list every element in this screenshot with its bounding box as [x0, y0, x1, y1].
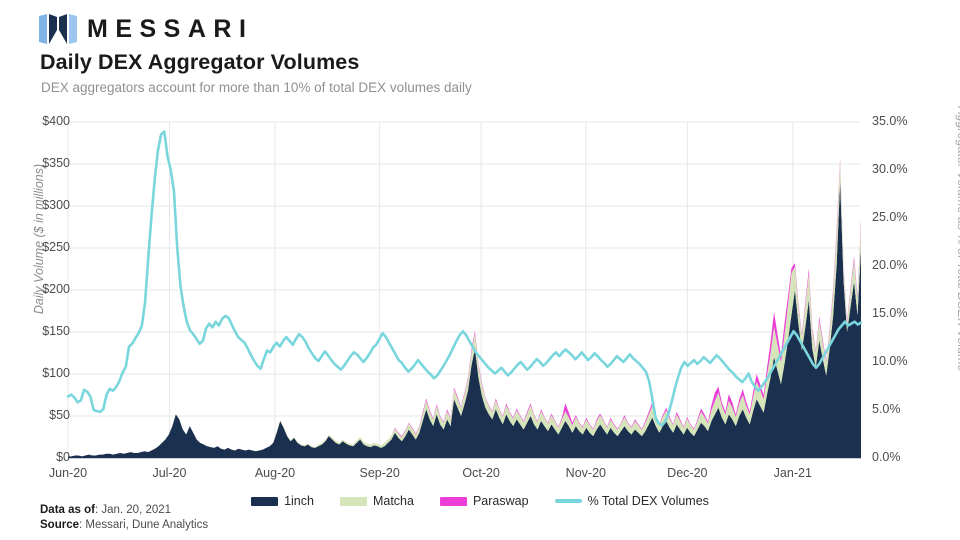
x-axis-tick: Sep-20 [359, 466, 400, 480]
legend-label: Paraswap [472, 494, 529, 508]
legend-item-paraswap[interactable]: Paraswap [439, 494, 529, 508]
legend-label: % Total DEX Volumes [587, 494, 709, 508]
y-axis-tick-right: 15.0% [872, 306, 908, 320]
x-axis-tick: Jun-20 [48, 466, 88, 480]
x-axis-tick: Dec-20 [667, 466, 708, 480]
x-axis-tick: Jan-21 [773, 466, 812, 480]
y-axis-tick-left: $400 [42, 114, 70, 128]
page-title: Daily DEX Aggregator Volumes [40, 50, 360, 74]
footnote-source-label: Source [40, 519, 79, 531]
y-axis-tick-right: 35.0% [872, 114, 908, 128]
y-axis-tick-left: $50 [49, 408, 70, 422]
y-axis-tick-left: $0 [56, 450, 70, 464]
chart-footnote: Data as of: Jan. 20, 2021 Source: Messar… [40, 503, 208, 533]
brand-name: MESSARI [87, 15, 254, 43]
line-series-pct-total-dex-volumes [66, 130, 863, 427]
y-axis-tick-right: 25.0% [872, 210, 908, 224]
x-axis-tick: Aug-20 [254, 466, 296, 480]
y-axis-tick-right: 0.0% [872, 450, 901, 464]
y-axis-tick-left: $100 [42, 366, 70, 380]
footnote-data-as-of-label: Data as of [40, 504, 95, 516]
messari-brand: MESSARI [38, 13, 253, 46]
y-axis-tick-left: $150 [42, 324, 70, 338]
legend-label: Matcha [372, 494, 414, 508]
legend-item-1inch[interactable]: 1inch [251, 494, 314, 508]
y-axis-tick-left: $300 [42, 198, 70, 212]
legend-label: 1inch [284, 494, 314, 508]
messari-m-logo-icon [39, 14, 77, 44]
y-axis-tick-left: $200 [42, 282, 70, 296]
area-swatch [439, 496, 467, 506]
footnote-source: Source: Messari, Dune Analytics [40, 518, 208, 533]
y-axis-tick-left: $350 [42, 156, 70, 170]
area-swatch [251, 496, 279, 506]
page-subtitle: DEX aggregators account for more than 10… [41, 80, 472, 95]
area-series-1inch [68, 180, 861, 459]
x-axis-tick: Jul-20 [152, 466, 187, 480]
y-axis-tick-right: 5.0% [872, 402, 901, 416]
x-axis-tick: Nov-20 [565, 466, 606, 480]
chart-legend: 1inch Matcha Paraswap % Total DEX Volumes [0, 494, 960, 508]
area-series-matcha [68, 160, 861, 457]
footnote-source-value: : Messari, Dune Analytics [79, 519, 209, 531]
y-axis-tick-right: 20.0% [872, 258, 908, 272]
area-swatch [339, 496, 367, 506]
footnote-data-as-of-value: : Jan. 20, 2021 [94, 504, 172, 516]
y-axis-tick-right: 30.0% [872, 162, 908, 176]
footnote-data-as-of: Data as of: Jan. 20, 2021 [40, 503, 208, 518]
legend-item-matcha[interactable]: Matcha [339, 494, 414, 508]
line-swatch [554, 499, 582, 503]
x-axis-tick: Oct-20 [462, 466, 500, 480]
y-axis-tick-left: $250 [42, 240, 70, 254]
y-axis-tick-right: 10.0% [872, 354, 908, 368]
legend-item-total-dex-volumes[interactable]: % Total DEX Volumes [554, 494, 709, 508]
